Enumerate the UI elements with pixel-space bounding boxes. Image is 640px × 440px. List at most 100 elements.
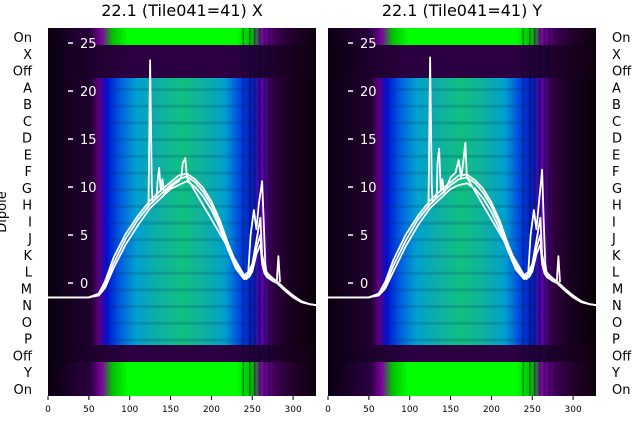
chart-title-y: 22.1 (Tile041=41) Y (382, 1, 543, 20)
heatmap-channel-streak (242, 28, 245, 396)
heatmap-row-stripe (386, 255, 538, 258)
heatmap-row-stripe (106, 338, 258, 342)
left-axis-title: Dipole (0, 191, 10, 232)
dipole-label-right: Y (611, 366, 620, 381)
x-ticks-x: 0 50 100 150 200 250 300 (45, 396, 302, 415)
x-tick-label: 50 (83, 405, 95, 415)
overlay-y-tick-label: 15 (360, 133, 377, 148)
heatmap-panel-y: 22.1 (Tile041=41) Y 0 5 10 15 20 25 0 50 100 150… (325, 1, 597, 415)
overlay-y-tick-label: 5 (360, 229, 368, 244)
dipole-label-right: N (612, 299, 622, 314)
dipole-label-left: B (23, 98, 32, 113)
x-tick-label: 300 (565, 405, 582, 415)
dipole-label-right: X (612, 48, 621, 63)
overlay-series-line (425, 56, 561, 283)
heatmap-row-stripe (386, 271, 538, 275)
overlay-y-tick-label: 25 (360, 37, 377, 52)
overlay-y-ticks-x: 0 5 10 15 20 25 (68, 37, 97, 292)
dipole-label-right: G (612, 182, 622, 197)
heatmap-channel-streak (548, 28, 551, 396)
heatmap-row-stripe (386, 204, 538, 208)
overlay-y-tick-label: 25 (80, 37, 97, 52)
x-tick-label: 50 (363, 405, 375, 415)
heatmap-row-stripe (106, 271, 258, 275)
overlay-y-tick-label: 5 (80, 229, 88, 244)
heatmap-channel-streak (543, 28, 546, 396)
heatmap-row-stripe (386, 104, 538, 108)
overlay-y-ticks-y: 0 5 10 15 20 25 (348, 37, 377, 292)
overlay-series-line (328, 182, 597, 306)
heatmap-row-stripe (106, 238, 258, 242)
heatmap-row-stripe (106, 188, 258, 192)
heatmap-channel-streak (268, 28, 271, 396)
dipole-label-right: On (612, 31, 630, 46)
heatmap-channel-streak (258, 28, 261, 396)
overlay-y-tick-label: 20 (360, 85, 377, 100)
heatmap-image-x (48, 28, 316, 396)
dipole-label-right: P (612, 333, 620, 348)
x-tick-label: 100 (401, 405, 418, 415)
heatmap-channel-streak (263, 28, 266, 396)
dipole-label-right: Off (612, 65, 632, 80)
dipole-label-left: A (23, 81, 32, 96)
heatmap-row-stripe (106, 104, 258, 108)
dipole-label-right: On (612, 383, 630, 398)
overlay-series-line (145, 59, 281, 283)
dipole-label-left: E (24, 148, 32, 163)
x-tick-label: 150 (162, 405, 179, 415)
main-band (48, 78, 316, 345)
dark-band-bottom (328, 345, 596, 362)
dipole-label-right: M (612, 282, 623, 297)
dipole-label-right: I (612, 215, 616, 230)
dipole-label-left: D (22, 132, 32, 147)
green-band-bottom (48, 362, 316, 396)
heatmap-row-stripe (386, 321, 538, 325)
dipole-label-left: P (24, 333, 32, 348)
x-tick-label: 100 (121, 405, 138, 415)
dipole-label-right: E (612, 148, 620, 163)
overlay-series-line (48, 180, 317, 306)
heatmap-row-stripe (106, 138, 258, 142)
dipole-label-right: H (612, 199, 622, 214)
x-tick-label: 200 (483, 405, 500, 415)
dipole-label-right: O (612, 316, 622, 331)
heatmap-row-stripe (106, 255, 258, 258)
overlay-y-tick-label: 15 (80, 133, 97, 148)
heatmap-row-stripe (386, 121, 538, 125)
x-tick-label: 300 (285, 405, 302, 415)
heatmap-row-stripe (106, 121, 258, 125)
dipole-label-left: H (22, 199, 32, 214)
dipole-label-left: Y (23, 366, 32, 381)
heatmap-channel-streak (538, 28, 541, 396)
dark-band-bottom (48, 345, 316, 362)
dipole-label-left: On (14, 31, 32, 46)
x-tick-label: 150 (442, 405, 459, 415)
dipole-label-left: J (27, 232, 32, 247)
dipole-label-right: Off (612, 349, 632, 364)
dipole-label-left: I (28, 215, 32, 230)
dipole-label-left: N (22, 299, 32, 314)
green-band-top (48, 28, 316, 45)
heatmap-row-stripe (386, 305, 538, 309)
heatmap-row-stripe (106, 221, 258, 225)
heatmap-row-stripe (106, 321, 258, 325)
dipole-label-left: C (23, 115, 32, 130)
dipole-label-left: M (21, 282, 32, 297)
x-tick-label: 250 (524, 405, 541, 415)
dipole-label-left: G (22, 182, 32, 197)
heatmap-row-stripe (106, 154, 258, 158)
overlay-y-tick-label: 10 (360, 181, 377, 196)
heatmap-channel-streak (529, 28, 531, 396)
overlay-lines-x (48, 59, 317, 306)
dipole-label-left: Off (13, 349, 33, 364)
dipole-label-right: C (612, 115, 621, 130)
heatmap-row-stripe (386, 238, 538, 242)
heatmap-channel-streak (522, 28, 525, 396)
dipole-label-right: K (612, 249, 621, 264)
x-tick-label: 250 (244, 405, 261, 415)
dipole-label-left: On (14, 383, 32, 398)
overlay-y-tick-label: 0 (360, 277, 368, 292)
dipole-label-right: L (612, 266, 620, 281)
